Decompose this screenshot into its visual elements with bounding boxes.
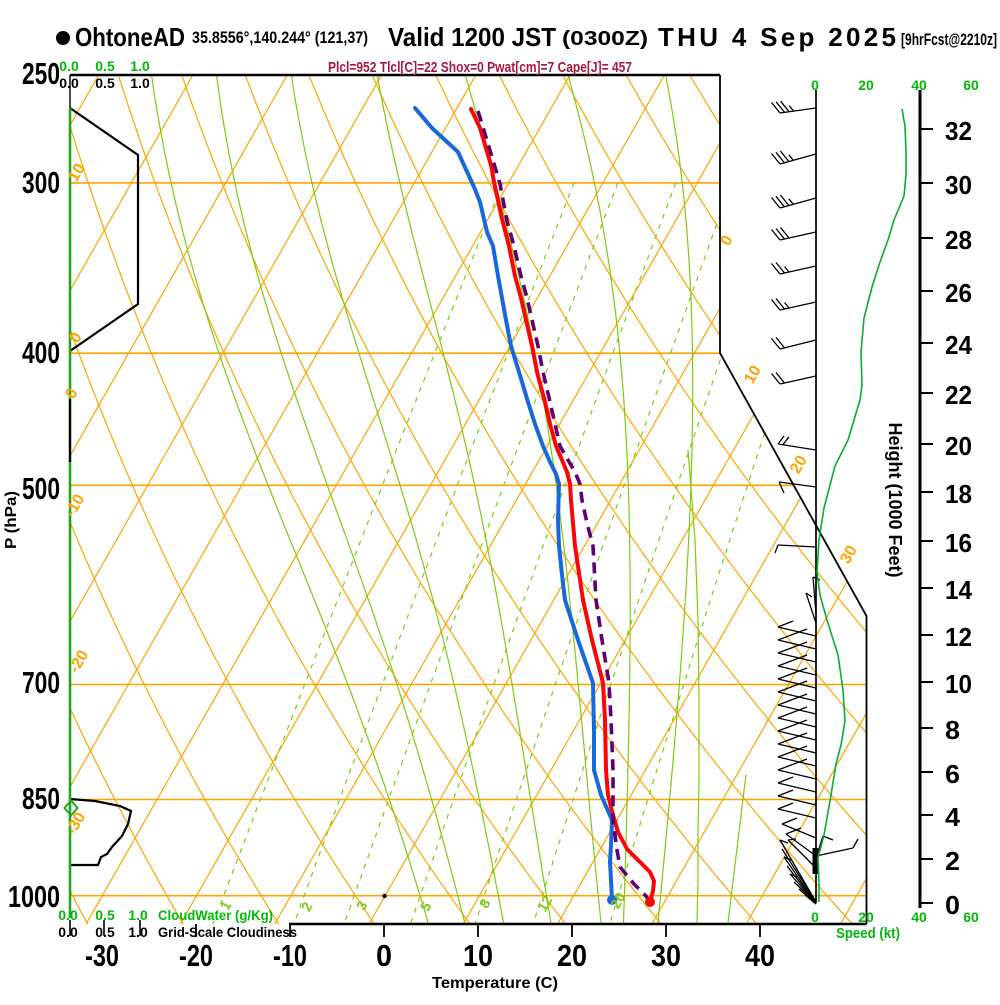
- svg-text:10: 10: [463, 938, 493, 973]
- svg-text:12: 12: [534, 893, 556, 915]
- svg-text:0: 0: [811, 909, 819, 925]
- svg-text:40: 40: [745, 938, 775, 973]
- svg-text:20: 20: [858, 77, 874, 93]
- svg-text:1.0: 1.0: [130, 75, 150, 91]
- svg-text:18: 18: [945, 479, 972, 509]
- svg-text:20: 20: [945, 431, 972, 461]
- svg-text:700: 700: [22, 665, 60, 700]
- svg-text:400: 400: [22, 335, 60, 370]
- svg-text:0.0: 0.0: [59, 58, 79, 74]
- svg-text:-30: -30: [85, 938, 119, 973]
- svg-text:0.5: 0.5: [95, 75, 115, 91]
- svg-text:500: 500: [22, 471, 60, 506]
- svg-text:OhtoneAD: OhtoneAD: [75, 22, 185, 52]
- svg-text:30: 30: [837, 543, 861, 567]
- svg-text:Valid 1200 JST: Valid 1200 JST: [388, 22, 556, 52]
- svg-text:6: 6: [945, 759, 960, 789]
- svg-text:0: 0: [945, 890, 960, 920]
- svg-text:26: 26: [945, 278, 972, 308]
- svg-text:28: 28: [945, 225, 972, 255]
- svg-text:P (hPa): P (hPa): [3, 491, 20, 549]
- svg-text:60: 60: [963, 909, 979, 925]
- svg-text:0.0: 0.0: [58, 924, 78, 940]
- svg-text:850: 850: [22, 781, 60, 816]
- svg-text:20: 20: [607, 890, 629, 912]
- svg-text:250: 250: [22, 56, 60, 91]
- svg-text:0: 0: [376, 938, 392, 973]
- svg-text:1.0: 1.0: [128, 907, 148, 923]
- svg-text:20: 20: [557, 938, 587, 973]
- svg-text:40: 40: [911, 909, 927, 925]
- svg-text:1.0: 1.0: [130, 58, 150, 74]
- svg-text:20: 20: [787, 453, 811, 477]
- svg-text:Speed (kt): Speed (kt): [836, 925, 900, 942]
- svg-text:Plcl=952 Tlcl[C]=22 Shox=0 Pwa: Plcl=952 Tlcl[C]=22 Shox=0 Pwat[cm]=7 Ca…: [328, 59, 632, 76]
- svg-text:1000: 1000: [8, 879, 60, 914]
- svg-text:8: 8: [945, 715, 960, 745]
- svg-text:0.5: 0.5: [95, 924, 115, 940]
- svg-text:-20: -20: [179, 938, 213, 973]
- svg-text:10: 10: [945, 669, 972, 699]
- svg-text:Height (1000 Feet): Height (1000 Feet): [885, 422, 905, 577]
- svg-text:0.0: 0.0: [59, 75, 79, 91]
- svg-text:20: 20: [858, 909, 874, 925]
- svg-text:1.0: 1.0: [128, 924, 148, 940]
- svg-text:14: 14: [945, 575, 973, 605]
- svg-text:300: 300: [22, 165, 60, 200]
- svg-text:0.5: 0.5: [95, 58, 115, 74]
- svg-text:4: 4: [945, 802, 961, 832]
- svg-text:2: 2: [945, 846, 960, 876]
- svg-text:THU 4 Sep 2025: THU 4 Sep 2025: [658, 22, 899, 52]
- svg-text:0.0: 0.0: [58, 907, 78, 923]
- svg-text:24: 24: [945, 330, 973, 360]
- svg-text:60: 60: [963, 77, 979, 93]
- svg-text:35.8556°,140.244° (121,37): 35.8556°,140.244° (121,37): [192, 28, 368, 47]
- svg-text:Temperature (C): Temperature (C): [432, 975, 558, 992]
- svg-text:CloudWater (g/Kg): CloudWater (g/Kg): [158, 907, 273, 923]
- svg-text:16: 16: [945, 528, 972, 558]
- svg-text:10: 10: [65, 161, 89, 185]
- svg-text:30: 30: [651, 938, 681, 973]
- svg-text:30: 30: [945, 170, 972, 200]
- svg-text:12: 12: [945, 622, 972, 652]
- svg-text:-10: -10: [273, 938, 307, 973]
- svg-text:Grid-Scale Cloudiness: Grid-Scale Cloudiness: [158, 924, 297, 940]
- svg-text:0.5: 0.5: [95, 907, 115, 923]
- svg-text:(0300Z): (0300Z): [562, 28, 648, 50]
- svg-text:40: 40: [911, 77, 927, 93]
- svg-text:10: 10: [741, 363, 765, 387]
- svg-text:[9hrFcst@2210z]: [9hrFcst@2210z]: [901, 30, 997, 49]
- svg-text:32: 32: [945, 116, 972, 146]
- svg-text:22: 22: [945, 380, 972, 410]
- svg-text:0: 0: [811, 77, 819, 93]
